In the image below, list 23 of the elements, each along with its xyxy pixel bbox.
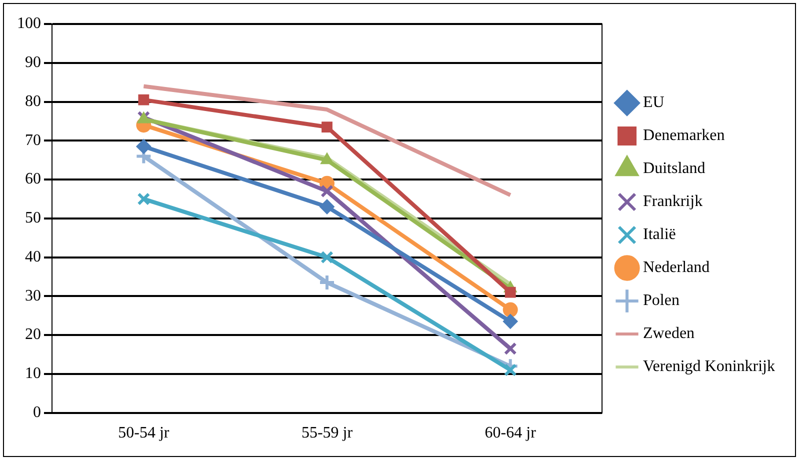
y-tick-label: 70 [25, 132, 41, 149]
legend-label: Duitsland [643, 160, 706, 178]
y-tick-label: 20 [25, 326, 41, 344]
y-tick-label: 100 [17, 15, 41, 32]
x-tick-label: 55-59 jr [301, 424, 354, 442]
legend-label: Polen [643, 292, 680, 310]
legend-label: Verenigd Koninkrijk [643, 358, 776, 376]
legend-label: Zweden [643, 325, 695, 342]
legend-label: EU [643, 94, 665, 112]
y-tick-label: 60 [25, 170, 41, 188]
legend-label: Italië [643, 226, 676, 244]
y-tick-label: 10 [25, 365, 41, 382]
legend-label: Denemarken [643, 127, 725, 144]
x-tick-label: 60-64 jr [484, 424, 537, 442]
y-tick-label: 30 [25, 287, 41, 304]
y-tick-label: 80 [25, 92, 41, 110]
y-tick-label: 50 [25, 210, 41, 227]
legend-label: Nederland [643, 259, 710, 276]
x-tick-label: 50-54 jr [118, 424, 170, 442]
y-tick-label: 0 [33, 404, 41, 422]
y-tick-label: 90 [25, 54, 41, 72]
y-tick-label: 40 [25, 248, 41, 266]
legend-label: Frankrijk [643, 193, 703, 210]
